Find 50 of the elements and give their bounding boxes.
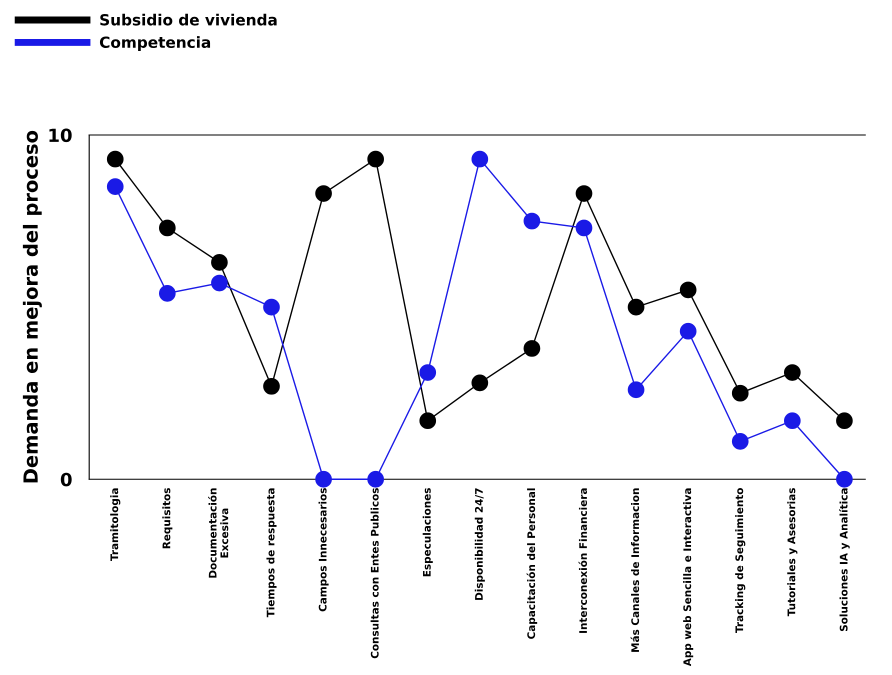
y-axis-title: Demanda en mejora del proceso xyxy=(22,130,42,482)
point xyxy=(471,150,488,168)
x-tick-label: Más Canales de Informacion xyxy=(630,488,640,652)
point xyxy=(471,374,488,392)
x-tick-label: Capacitación del Personal xyxy=(526,488,538,639)
point xyxy=(524,212,540,230)
x-tick-label: Tiempos de respuesta xyxy=(266,488,277,618)
x-tick-label: Soluciones IA y Analítica xyxy=(839,488,850,632)
point xyxy=(680,282,696,298)
x-tick-label: Tracking de Seguimiento xyxy=(735,488,746,634)
x-tick-label: Interconexión Financiera xyxy=(578,488,588,633)
x-tick-label: Requisitos xyxy=(162,488,172,548)
point xyxy=(211,274,228,292)
point xyxy=(158,220,176,236)
legend-label: Competencia xyxy=(100,36,210,51)
point xyxy=(419,364,436,381)
point xyxy=(315,185,332,202)
point xyxy=(576,220,592,236)
point xyxy=(524,340,540,357)
y-tick-label: 10 xyxy=(49,128,72,142)
y-tick-label: 0 xyxy=(60,472,72,486)
point xyxy=(367,150,384,168)
x-tick-label: App web Sencilla e Interactiva xyxy=(683,488,694,666)
point xyxy=(263,378,280,395)
x-tick-label: Campos Innecesarios xyxy=(318,488,329,612)
x-tick-label: Consultas con Entes Publicos xyxy=(370,488,379,658)
point xyxy=(732,384,749,402)
x-tick-label: Tutoriales y Asesorias xyxy=(787,488,798,616)
point xyxy=(732,433,749,450)
point xyxy=(628,381,644,398)
point xyxy=(419,412,436,430)
x-tick-label: Documentación Excesiva xyxy=(208,488,228,578)
point xyxy=(106,178,124,195)
point xyxy=(836,412,853,430)
point xyxy=(784,364,801,381)
point xyxy=(263,298,280,316)
x-tick-label: Tramitologia xyxy=(110,488,120,562)
point xyxy=(211,254,228,271)
x-tick-label: Especulaciones xyxy=(422,488,433,576)
point xyxy=(628,298,644,316)
point xyxy=(576,185,592,202)
legend-label: Subsidio de vivienda xyxy=(100,14,277,26)
point xyxy=(680,322,696,340)
point xyxy=(315,470,332,488)
x-tick-label: Disponibilidad 24/7 xyxy=(474,488,485,600)
point xyxy=(367,470,384,488)
point xyxy=(836,470,853,488)
point xyxy=(106,150,124,168)
point xyxy=(784,412,801,430)
point xyxy=(158,285,176,302)
